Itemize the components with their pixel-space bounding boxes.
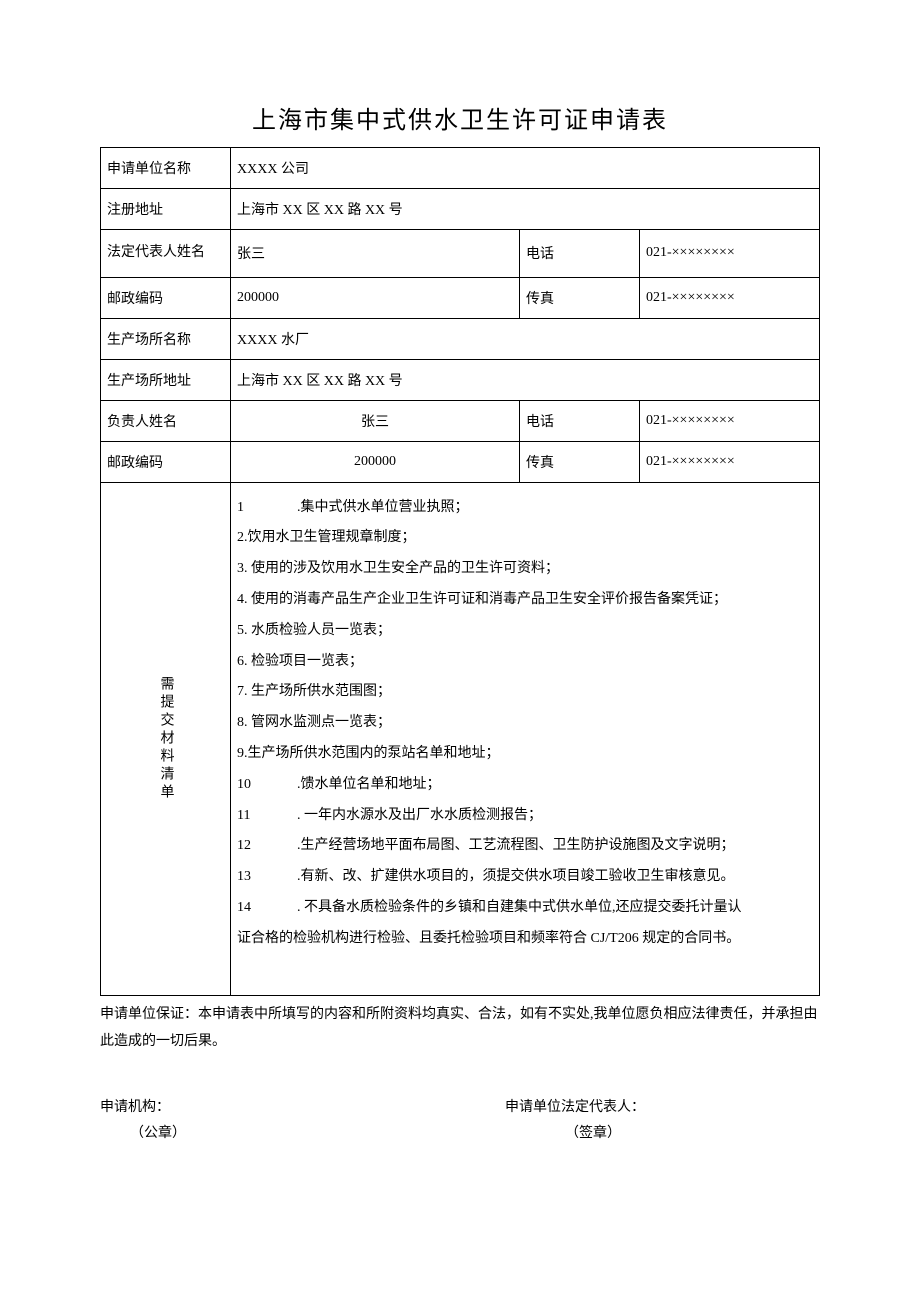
list-item: 9.生产场所供水范围内的泵站名单和地址； <box>237 739 813 770</box>
signature-org: 申请机构： （公章） <box>100 1096 415 1142</box>
org-seal: （公章） <box>100 1122 415 1142</box>
fax-label: 传真 <box>520 277 640 318</box>
table-row: 需提交材料清单 1.集中式供水单位营业执照； 2.饮用水卫生管理规章制度； 3.… <box>101 482 820 996</box>
unit-name-label: 申请单位名称 <box>101 148 231 189</box>
prod-site-addr-label: 生产场所地址 <box>101 359 231 400</box>
checklist-header-cell: 需提交材料清单 <box>101 482 231 996</box>
legal-rep-value: 张三 <box>231 230 520 278</box>
fax2-value: 021-×××××××× <box>640 441 820 482</box>
list-item: 2.饮用水卫生管理规章制度； <box>237 523 813 554</box>
item-text: . 一年内水源水及出厂水水质检测报告； <box>297 808 542 823</box>
unit-name-value: XXXX 公司 <box>231 148 820 189</box>
list-item: 8. 管网水监测点一览表； <box>237 708 813 739</box>
postal-value: 200000 <box>231 277 520 318</box>
item-text: . 不具备水质检验条件的乡镇和自建集中式供水单位,还应提交委托计量认 <box>297 900 742 915</box>
rep-seal: （签章） <box>505 1122 820 1142</box>
prod-site-name-value: XXXX 水厂 <box>231 318 820 359</box>
item-num: 14 <box>237 893 297 924</box>
item-num: 1 <box>237 493 297 524</box>
item-text: .馈水单位名单和地址； <box>297 777 441 792</box>
postal-label: 邮政编码 <box>101 277 231 318</box>
postal2-value: 200000 <box>231 441 520 482</box>
phone-value: 021-×××××××× <box>640 230 820 278</box>
resp-person-value: 张三 <box>231 400 520 441</box>
resp-person-label: 负责人姓名 <box>101 400 231 441</box>
item-text: .有新、改、扩建供水项目的，须提交供水项目竣工验收卫生审核意见。 <box>297 869 735 884</box>
table-row: 邮政编码 200000 传真 021-×××××××× <box>101 277 820 318</box>
item-num: 10 <box>237 770 297 801</box>
item-text: .集中式供水单位营业执照； <box>297 500 469 515</box>
item-text: .生产经营场地平面布局图、工艺流程图、卫生防护设施图及文字说明； <box>297 838 735 853</box>
checklist-content: 1.集中式供水单位营业执照； 2.饮用水卫生管理规章制度； 3. 使用的涉及饮用… <box>231 482 820 996</box>
list-item-cont: 证合格的检验机构进行检验、且委托检验项目和频率符合 CJ/T206 规定的合同书… <box>237 924 813 955</box>
table-row: 负责人姓名 张三 电话 021-×××××××× <box>101 400 820 441</box>
signature-section: 申请机构： （公章） 申请单位法定代表人： （签章） <box>100 1096 820 1142</box>
list-item: 3. 使用的涉及饮用水卫生安全产品的卫生许可资料； <box>237 554 813 585</box>
table-row: 生产场所名称 XXXX 水厂 <box>101 318 820 359</box>
application-form-table: 申请单位名称 XXXX 公司 注册地址 上海市 XX 区 XX 路 XX 号 法… <box>100 147 820 996</box>
checklist-header: 需提交材料清单 <box>156 676 176 802</box>
table-row: 法定代表人姓名 张三 电话 021-×××××××× <box>101 230 820 278</box>
table-row: 注册地址 上海市 XX 区 XX 路 XX 号 <box>101 189 820 230</box>
signature-rep: 申请单位法定代表人： （签章） <box>415 1096 820 1142</box>
fax-value: 021-×××××××× <box>640 277 820 318</box>
phone-label: 电话 <box>520 230 640 278</box>
list-item: 5. 水质检验人员一览表； <box>237 616 813 647</box>
list-item: 13.有新、改、扩建供水项目的，须提交供水项目竣工验收卫生审核意见。 <box>237 862 813 893</box>
postal2-label: 邮政编码 <box>101 441 231 482</box>
legal-rep-label: 法定代表人姓名 <box>101 230 231 278</box>
table-row: 邮政编码 200000 传真 021-×××××××× <box>101 441 820 482</box>
guarantee-text: 申请单位保证：本申请表中所填写的内容和所附资料均真实、合法，如有不实处,我单位愿… <box>100 1002 820 1055</box>
list-item: 6. 检验项目一览表； <box>237 647 813 678</box>
phone2-value: 021-×××××××× <box>640 400 820 441</box>
page-title: 上海市集中式供水卫生许可证申请表 <box>100 100 820 135</box>
table-row: 生产场所地址 上海市 XX 区 XX 路 XX 号 <box>101 359 820 400</box>
item-num: 11 <box>237 801 297 832</box>
item-num: 12 <box>237 831 297 862</box>
phone2-label: 电话 <box>520 400 640 441</box>
list-item: 12.生产经营场地平面布局图、工艺流程图、卫生防护设施图及文字说明； <box>237 831 813 862</box>
list-item: 10.馈水单位名单和地址； <box>237 770 813 801</box>
list-item: 7. 生产场所供水范围图； <box>237 677 813 708</box>
reg-addr-label: 注册地址 <box>101 189 231 230</box>
prod-site-name-label: 生产场所名称 <box>101 318 231 359</box>
org-label: 申请机构： <box>100 1096 415 1116</box>
prod-site-addr-value: 上海市 XX 区 XX 路 XX 号 <box>231 359 820 400</box>
list-item: 11. 一年内水源水及出厂水水质检测报告； <box>237 801 813 832</box>
list-item: 1.集中式供水单位营业执照； <box>237 493 813 524</box>
list-item: 14. 不具备水质检验条件的乡镇和自建集中式供水单位,还应提交委托计量认 <box>237 893 813 924</box>
table-row: 申请单位名称 XXXX 公司 <box>101 148 820 189</box>
item-num: 13 <box>237 862 297 893</box>
fax2-label: 传真 <box>520 441 640 482</box>
list-item: 4. 使用的消毒产品生产企业卫生许可证和消毒产品卫生安全评价报告备案凭证； <box>237 585 813 616</box>
rep-label: 申请单位法定代表人： <box>505 1096 820 1116</box>
reg-addr-value: 上海市 XX 区 XX 路 XX 号 <box>231 189 820 230</box>
